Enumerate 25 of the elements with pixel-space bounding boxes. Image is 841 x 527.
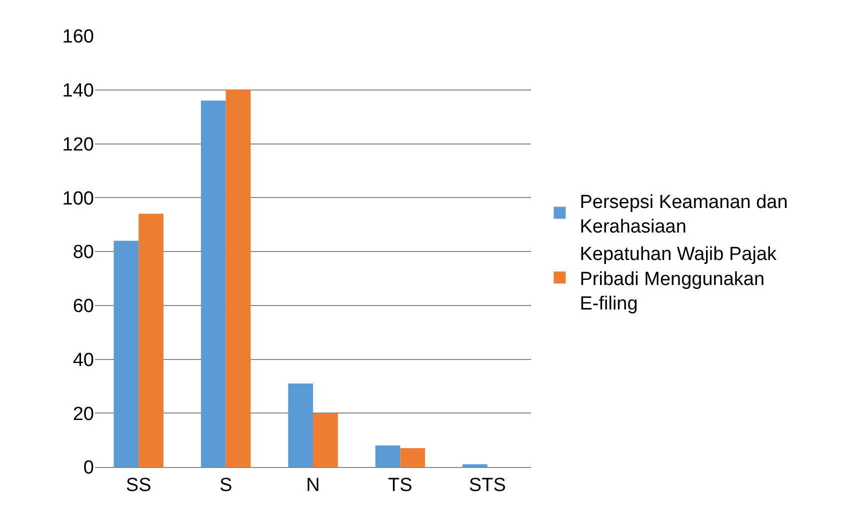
bar: [462, 464, 488, 467]
legend-label: Kepatuhan Wajib Pajak Pribadi Menggunakan E-filing: [580, 244, 778, 315]
y-tick-label: 140: [62, 80, 94, 102]
x-tick-label: N: [306, 474, 320, 496]
x-tick-label: SS: [126, 474, 152, 496]
y-tick-label: 20: [72, 404, 94, 425]
bar: [200, 100, 226, 467]
x-tick-label: STS: [468, 474, 506, 496]
y-tick-label: 40: [72, 350, 94, 371]
bar: [288, 383, 313, 467]
y-tick-label: 0: [83, 458, 94, 479]
y-tick-label: 100: [62, 188, 94, 210]
bar: [114, 240, 139, 467]
y-tick-label: 80: [72, 242, 94, 264]
bar: [313, 413, 338, 467]
bar: [400, 448, 426, 467]
y-tick-label: 60: [72, 296, 94, 318]
bar: [226, 90, 251, 467]
bar: [375, 445, 400, 467]
x-tick-label: TS: [388, 474, 412, 496]
y-tick-label: 120: [62, 134, 94, 156]
x-tick-label: S: [219, 474, 232, 496]
legend-label: Persepsi Keamanan dan Kerahasiaan: [580, 192, 788, 238]
y-tick-label: 160: [62, 26, 94, 48]
bar: [138, 214, 164, 467]
